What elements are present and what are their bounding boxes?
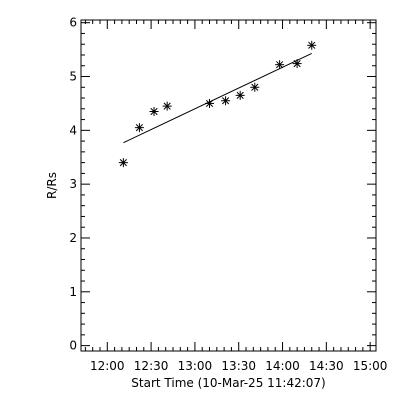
x-tick-label: 14:30	[309, 359, 344, 373]
x-tick-label: 13:00	[178, 359, 213, 373]
x-tick-label: 14:00	[265, 359, 300, 373]
data-point	[221, 96, 231, 106]
data-point	[292, 59, 302, 69]
plot-frame	[80, 19, 377, 352]
x-axis-ticks	[84, 20, 371, 351]
y-tick-label: 3	[69, 177, 77, 191]
data-point	[118, 158, 128, 168]
data-point	[134, 123, 144, 133]
y-axis-title: R/Rs	[45, 172, 59, 199]
x-tick-label: 12:30	[134, 359, 169, 373]
data-point	[162, 101, 172, 111]
y-tick-label: 1	[69, 285, 77, 299]
data-point	[275, 60, 285, 70]
y-tick-label: 4	[69, 123, 77, 137]
fit-lines	[123, 52, 312, 144]
x-axis-title: Start Time (10-Mar-25 11:42:07)	[131, 376, 325, 390]
x-tick-label: 15:00	[353, 359, 388, 373]
data-point	[307, 40, 317, 50]
y-tick-label: 2	[69, 231, 77, 245]
x-tick-labels: 12:00 12:30 13:00 13:30 14:00 14:30 15:00	[90, 359, 387, 373]
data-point	[205, 98, 215, 108]
data-points	[118, 40, 317, 168]
x-tick-label: 12:00	[90, 359, 125, 373]
data-point	[149, 106, 159, 116]
data-point	[250, 82, 260, 92]
x-tick-label: 13:30	[221, 359, 256, 373]
data-point	[235, 90, 245, 100]
fit-line	[123, 52, 312, 144]
y-tick-label: 6	[69, 16, 77, 30]
y-tick-label: 5	[69, 70, 77, 84]
y-tick-label: 0	[69, 339, 77, 353]
y-tick-labels: 0 1 2 3 4 5 6	[69, 16, 77, 353]
y-axis-ticks	[81, 22, 376, 347]
